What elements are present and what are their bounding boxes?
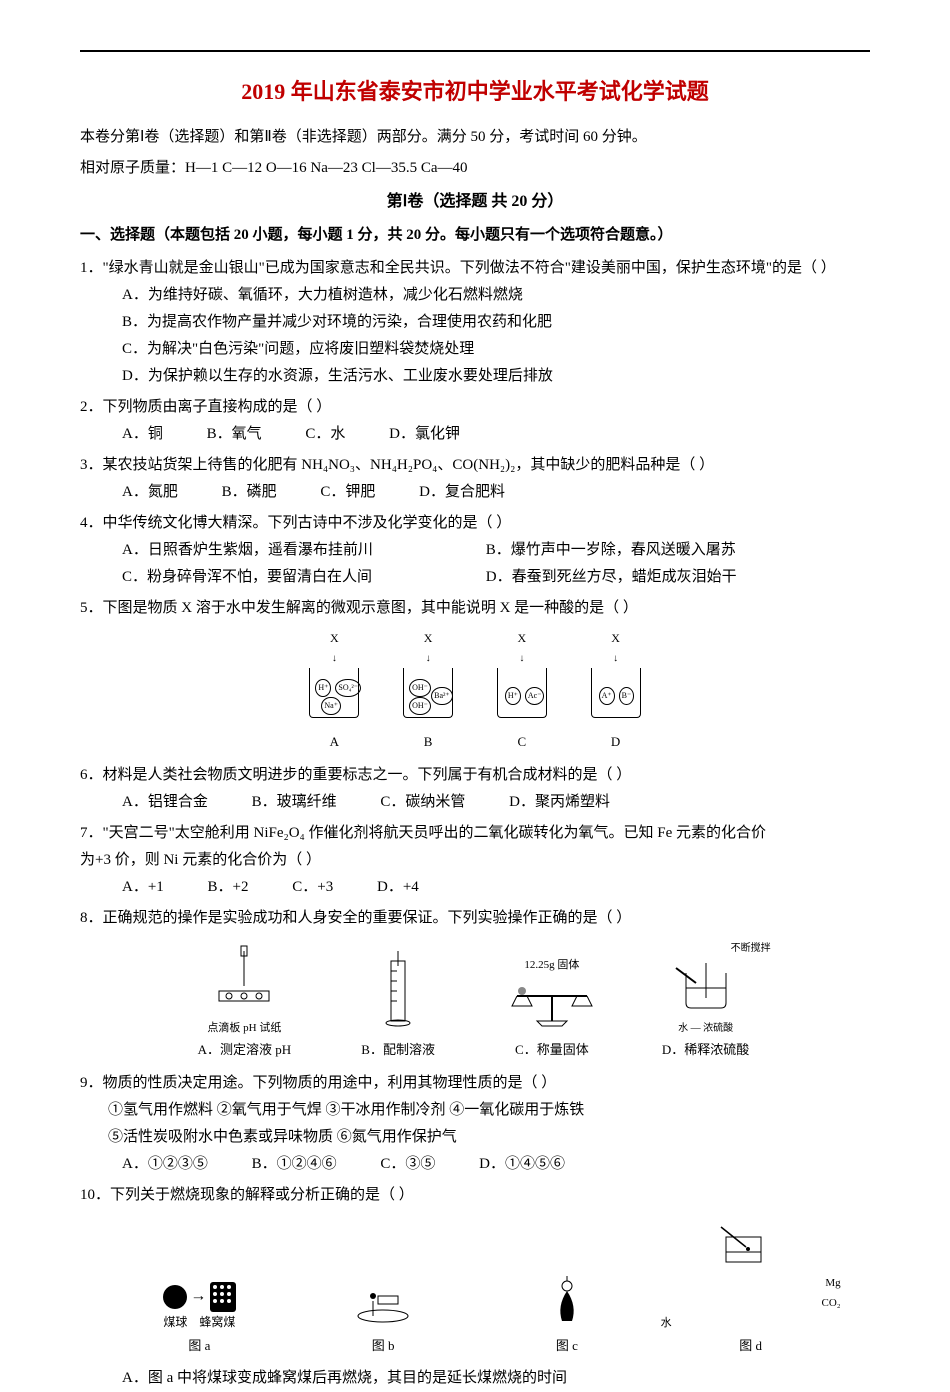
question-2: 2．下列物质由离子直接构成的是（ ） A．铜 B．氧气 C．水 D．氯化钾 — [80, 394, 870, 448]
honeycomb-icon — [210, 1282, 236, 1312]
q9-line1: ①氢气用作燃料 ②氧气用于气焊 ③干冰用作制冷剂 ④一氧化碳用于炼铁 — [108, 1097, 870, 1124]
q9-option-b: B．①②④⑥ — [252, 1151, 337, 1178]
q10-coal: 煤球 — [163, 1315, 187, 1329]
q10-icon-c — [542, 1276, 592, 1326]
q5-x-a: X — [309, 628, 359, 650]
q4-option-c: C．粉身碎骨浑不怕，要留清白在人间 — [122, 564, 482, 591]
q5-x-c: X — [497, 628, 547, 650]
q6-stem: 6．材料是人类社会物质文明进步的重要标志之一。下列属于有机合成材料的是（ ） — [80, 762, 870, 789]
q2-option-b: B．氧气 — [207, 421, 262, 448]
q1-option-b: B．为提高农作物产量并减少对环境的污染，合理使用农药和化肥 — [122, 309, 870, 336]
question-1: 1．"绿水青山就是金山银山"已成为国家意志和全民共识。下列做法不符合"建设美丽中… — [80, 255, 870, 390]
q8-solid-label: 12.25g 固体 — [477, 956, 627, 976]
q8-label-a: A．测定溶液 pH — [169, 1038, 319, 1061]
q10-figb: 图 b — [293, 1334, 473, 1357]
q7-option-d: D．+4 — [377, 874, 419, 901]
q10-figc: 图 c — [477, 1334, 657, 1357]
q3-stem: 3．某农技站货架上待售的化肥有 NH₄NO₃、NH₄H₂PO₄、CO(NH₂)₂… — [80, 452, 870, 479]
question-4: 4．中华传统文化博大精深。下列古诗中不涉及化学变化的是（ ） A．日照香炉生紫烟… — [80, 510, 870, 591]
q9-option-d: D．①④⑤⑥ — [479, 1151, 565, 1178]
q1-option-a: A．为维持好碳、氧循环，大力植树造林，减少化石燃料燃烧 — [122, 282, 870, 309]
q9-line2: ⑤活性炭吸附水中色素或异味物质 ⑥氮气用作保护气 — [108, 1124, 870, 1151]
q10-option-a: A．图 a 中将煤球变成蜂窝煤后再燃烧，其目的是延长煤燃烧的时间 — [122, 1365, 870, 1392]
q5-label-b: B — [403, 730, 453, 753]
q5-x-d: X — [591, 628, 641, 650]
question-3: 3．某农技站货架上待售的化肥有 NH₄NO₃、NH₄H₂PO₄、CO(NH₂)₂… — [80, 452, 870, 506]
q6-option-b: B．玻璃纤维 — [252, 789, 337, 816]
q10-figd: 图 d — [661, 1334, 841, 1357]
q3-option-c: C．钾肥 — [320, 479, 375, 506]
q8-phpaper: pH 试纸 — [243, 1022, 281, 1034]
q10-stem: 10．下列关于燃烧现象的解释或分析正确的是（ ） — [80, 1182, 870, 1209]
q8-stem: 8．正确规范的操作是实验成功和人身安全的重要保证。下列实验操作正确的是（ ） — [80, 905, 870, 932]
section-1-title: 第Ⅰ卷（选择题 共 20 分） — [80, 188, 870, 217]
q5-diagram: X ↓ H⁺SO₄²⁻Na⁺ A X ↓ OH⁻OH⁻Ba²⁺ B X ↓ H⁺… — [80, 628, 870, 756]
section-1-instruction: 一、选择题（本题包括 20 小题，每小题 1 分，共 20 分。每小题只有一个选… — [80, 222, 870, 249]
q3-option-a: A．氮肥 — [122, 479, 178, 506]
q5-label-d: D — [591, 730, 641, 753]
question-10: 10．下列关于燃烧现象的解释或分析正确的是（ ） → 煤球 蜂窝煤 图 a 图 … — [80, 1182, 870, 1392]
question-6: 6．材料是人类社会物质文明进步的重要标志之一。下列属于有机合成材料的是（ ） A… — [80, 762, 870, 816]
q6-option-a: A．铝锂合金 — [122, 789, 208, 816]
q5-x-b: X — [403, 628, 453, 650]
q8-acid: 浓硫酸 — [703, 1023, 733, 1034]
q1-option-d: D．为保护赖以生存的水资源，生活污水、工业废水要处理后排放 — [122, 363, 870, 390]
q10-icon-d — [716, 1217, 786, 1267]
q8-icon-ph — [209, 941, 279, 1011]
q8-label-d: D．稀释浓硫酸 — [631, 1038, 781, 1061]
q7-option-c: C．+3 — [292, 874, 333, 901]
q10-diagram: → 煤球 蜂窝煤 图 a 图 b 图 c — [80, 1217, 870, 1357]
q2-option-a: A．铜 — [122, 421, 163, 448]
q8-icon-dilute — [671, 958, 741, 1013]
q4-option-d: D．春蚕到死丝方尽，蜡炬成灰泪始干 — [486, 569, 737, 585]
q2-stem: 2．下列物质由离子直接构成的是（ ） — [80, 394, 870, 421]
q7-option-b: B．+2 — [208, 874, 249, 901]
q6-option-d: D．聚丙烯塑料 — [509, 789, 610, 816]
q4-option-a: A．日照香炉生紫烟，遥看瀑布挂前川 — [122, 537, 482, 564]
q10-figa: 图 a — [109, 1334, 289, 1357]
q8-dianban: 点滴板 — [207, 1022, 240, 1034]
question-8: 8．正确规范的操作是实验成功和人身安全的重要保证。下列实验操作正确的是（ ） 点… — [80, 905, 870, 1062]
q6-option-c: C．碳纳米管 — [380, 789, 465, 816]
q3-option-b: B．磷肥 — [222, 479, 277, 506]
q8-diagram: 点滴板 pH 试纸 A．测定溶液 pH B．配制溶液 12.25g 固体 — [80, 940, 870, 1062]
q8-label-c: C．称量固体 — [477, 1038, 627, 1061]
question-7: 7．"天宫二号"太空舱利用 NiFe₂O₄ 作催化剂将航天员呼出的二氧化碳转化为… — [80, 820, 870, 901]
q8-label-b: B．配制溶液 — [323, 1038, 473, 1061]
q10-mg: Mg — [825, 1277, 840, 1289]
q5-label-a: A — [309, 730, 359, 753]
q3-option-d: D．复合肥料 — [419, 479, 505, 506]
q9-option-a: A．①②③⑤ — [122, 1151, 208, 1178]
top-rule — [80, 50, 870, 52]
q10-co2: CO₂ — [822, 1297, 841, 1309]
q7-stem-a: 7．"天宫二号"太空舱利用 NiFe₂O₄ 作催化剂将航天员呼出的二氧化碳转化为… — [80, 820, 870, 847]
q10-icon-b — [353, 1276, 413, 1326]
q5-label-c: C — [497, 730, 547, 753]
q8-stir: 不断搅拌 — [631, 940, 781, 958]
q1-stem: 1．"绿水青山就是金山银山"已成为国家意志和全民共识。下列做法不符合"建设美丽中… — [80, 255, 870, 282]
q4-option-b: B．爆竹声中一岁除，春风送暖入屠苏 — [486, 542, 736, 558]
question-5: 5．下图是物质 X 溶于水中发生解离的微观示意图，其中能说明 X 是一种酸的是（… — [80, 595, 870, 756]
q8-icon-cylinder — [373, 951, 423, 1031]
q10-water: 水 — [661, 1314, 841, 1334]
q2-option-c: C．水 — [305, 421, 345, 448]
q2-option-d: D．氯化钾 — [389, 421, 460, 448]
q4-stem: 4．中华传统文化博大精深。下列古诗中不涉及化学变化的是（ ） — [80, 510, 870, 537]
q1-option-c: C．为解决"白色污染"问题，应将废旧塑料袋焚烧处理 — [122, 336, 870, 363]
q7-stem-b: 为+3 价，则 Ni 元素的化合价为（ ） — [80, 847, 870, 874]
q9-option-c: C．③⑤ — [380, 1151, 435, 1178]
exam-description: 本卷分第Ⅰ卷（选择题）和第Ⅱ卷（非选择题）两部分。满分 50 分，考试时间 60… — [80, 124, 870, 151]
q8-icon-balance — [507, 976, 597, 1031]
exam-title: 2019 年山东省泰安市初中学业水平考试化学试题 — [80, 72, 870, 112]
q9-stem: 9．物质的性质决定用途。下列物质的用途中，利用其物理性质的是（ ） — [80, 1070, 870, 1097]
q8-water: 水 — [678, 1023, 688, 1034]
coal-ball-icon — [163, 1285, 187, 1309]
q5-stem: 5．下图是物质 X 溶于水中发生解离的微观示意图，其中能说明 X 是一种酸的是（… — [80, 595, 870, 622]
atomic-masses: 相对原子质量：H—1 C—12 O—16 Na—23 Cl—35.5 Ca—40 — [80, 155, 870, 182]
q7-option-a: A．+1 — [122, 874, 164, 901]
arrow-icon: → — [190, 1288, 206, 1305]
question-9: 9．物质的性质决定用途。下列物质的用途中，利用其物理性质的是（ ） ①氢气用作燃… — [80, 1070, 870, 1178]
q10-honeycomb: 蜂窝煤 — [199, 1315, 235, 1329]
